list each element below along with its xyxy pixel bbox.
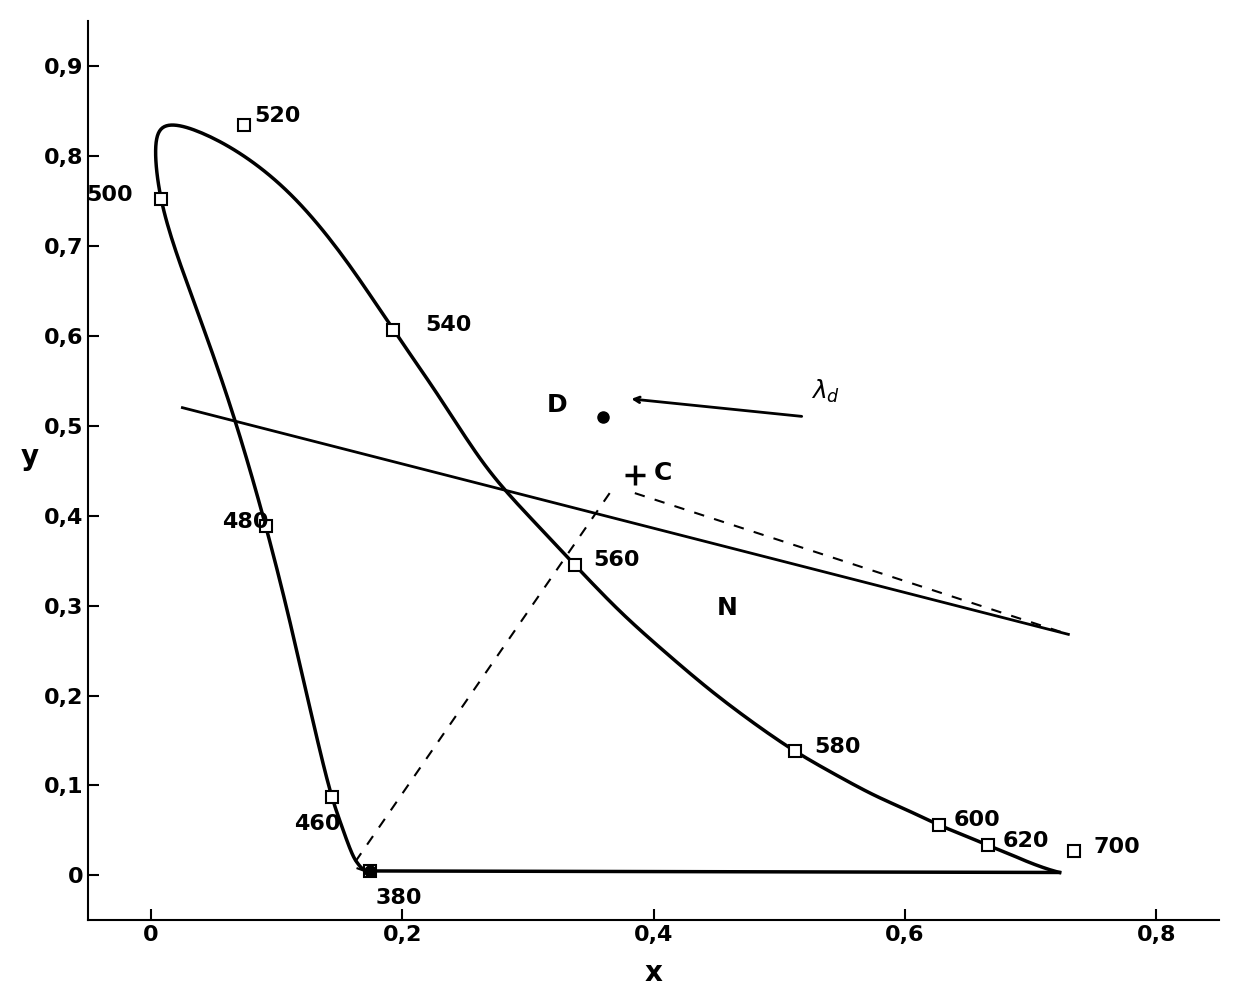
Text: 540: 540	[425, 316, 471, 336]
Text: D: D	[547, 393, 568, 417]
Text: 620: 620	[1003, 831, 1049, 851]
Text: 700: 700	[1094, 837, 1140, 857]
Text: 460: 460	[294, 813, 341, 834]
Text: 560: 560	[594, 550, 640, 571]
Text: 380: 380	[376, 888, 423, 908]
Text: 520: 520	[254, 107, 301, 126]
X-axis label: x: x	[645, 960, 662, 987]
Text: 600: 600	[954, 810, 1001, 831]
Text: N: N	[717, 596, 738, 620]
Text: C: C	[653, 461, 672, 485]
Y-axis label: y: y	[21, 443, 38, 471]
Text: 480: 480	[222, 512, 268, 532]
Text: 580: 580	[813, 737, 861, 757]
Text: $\lambda_d$: $\lambda_d$	[811, 378, 839, 405]
Text: 500: 500	[86, 185, 133, 205]
